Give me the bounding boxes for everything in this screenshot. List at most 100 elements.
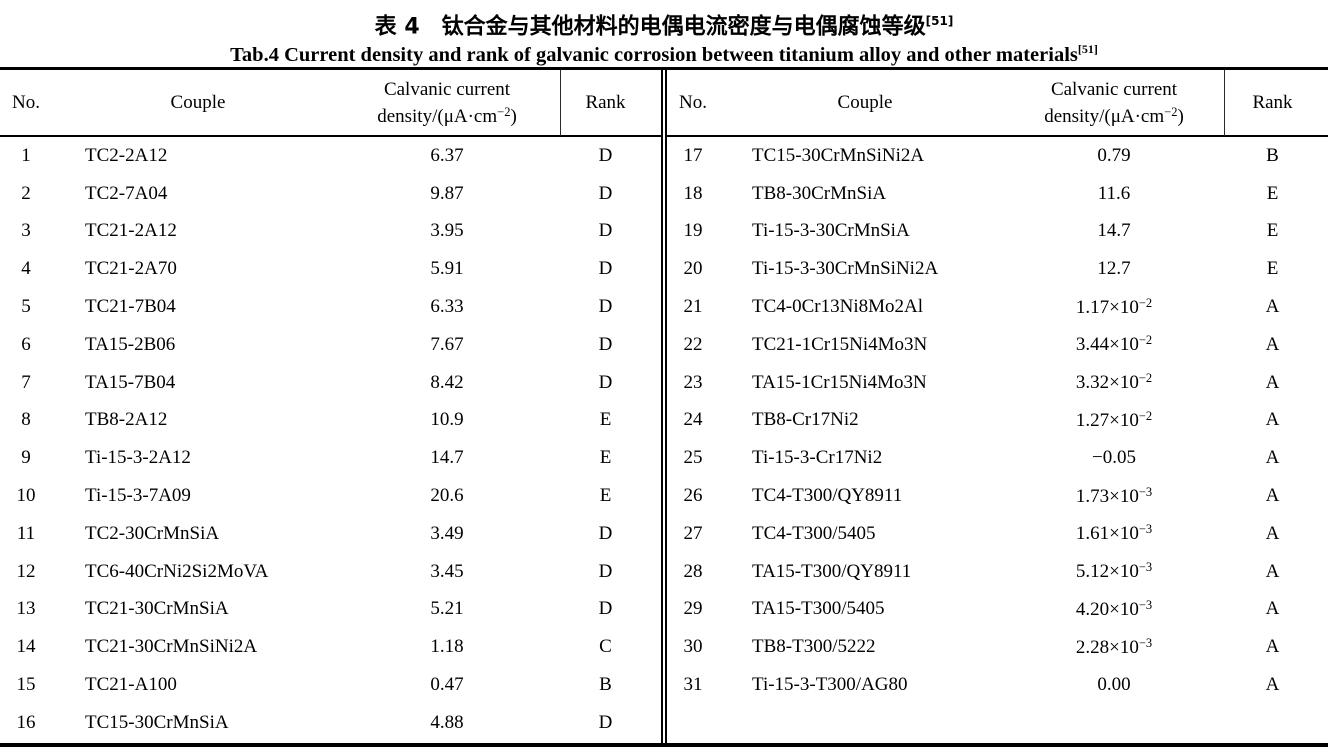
table-row: 14 TC21-30CrMnSiNi2A 1.18 C (0, 628, 661, 666)
corrosion-rank: E (599, 485, 612, 507)
current-density-value: 1.18 (430, 636, 464, 658)
table-row: 18 TB8-30CrMnSiA 11.6 E (667, 175, 1328, 213)
couple-name: TA15-1Cr15Ni4Mo3N (752, 371, 927, 393)
row-number: 8 (21, 409, 31, 431)
table-row: 22 TC21-1Cr15Ni4Mo3N 3.44×10−2 A (667, 326, 1328, 364)
current-density-value: 11.6 (1097, 182, 1131, 204)
couple-name: TC21-2A70 (85, 258, 177, 280)
current-density-value: 0.79 (1097, 144, 1131, 166)
corrosion-rank: A (1265, 333, 1280, 355)
table-row: 21 TC4-0Cr13Ni8Mo2Al 1.17×10−2 A (667, 288, 1328, 326)
current-density-value: 1.61×10−3 (1075, 522, 1153, 545)
row-number: 14 (16, 636, 36, 658)
table-row: 19 Ti-15-3-30CrMnSiA 14.7 E (667, 213, 1328, 251)
current-density-value: 3.45 (430, 560, 464, 582)
citation-ref-zh: [51] (925, 14, 954, 28)
table-row: 16 TC15-30CrMnSiA 4.88 D (0, 704, 661, 742)
row-number: 31 (683, 674, 703, 696)
table-row: 7 TA15-7B04 8.42 D (0, 364, 661, 402)
corrosion-rank: D (598, 220, 613, 242)
col-header-density: Calvanic current density/(μA·cm−2) (344, 70, 550, 137)
corrosion-rank: E (1266, 220, 1279, 242)
corrosion-rank: A (1265, 371, 1280, 393)
current-density-value: 5.12×10−3 (1075, 560, 1153, 583)
exponent: −2 (1138, 371, 1153, 386)
exponent: −2 (1138, 333, 1153, 348)
couple-name: TC4-0Cr13Ni8Mo2Al (752, 296, 923, 318)
table-row: 4 TC21-2A70 5.91 D (0, 250, 661, 288)
couple-name: TC15-30CrMnSiNi2A (752, 144, 925, 166)
current-density-value: 4.20×10−3 (1075, 597, 1153, 620)
corrosion-rank: D (598, 711, 613, 733)
row-number: 26 (683, 485, 703, 507)
current-density-value: 20.6 (430, 485, 464, 507)
couple-name: TC2-2A12 (85, 144, 168, 166)
row-number: 11 (16, 522, 36, 544)
current-density-value: 0.00 (1097, 674, 1131, 696)
header-row: No. Couple Calvanic current density/(μA·c… (0, 70, 661, 137)
header-column-rule-right (1224, 70, 1225, 136)
table-row: 27 TC4-T300/5405 1.61×10−3 A (667, 515, 1328, 553)
current-density-value: 5.21 (430, 598, 464, 620)
current-density-value: 8.42 (430, 371, 464, 393)
col-header-rank: Rank (550, 70, 661, 137)
table-row: 31 Ti-15-3-T300/AG80 0.00 A (667, 666, 1328, 704)
table-middle-divider (661, 70, 667, 743)
corrosion-rank: D (598, 333, 613, 355)
couple-name: TA15-2B06 (85, 333, 176, 355)
couple-name: TC4-T300/5405 (752, 522, 876, 544)
exponent: −2 (1138, 408, 1153, 423)
couple-name: TC21-30CrMnSiA (85, 598, 229, 620)
table-row: 6 TA15-2B06 7.67 D (0, 326, 661, 364)
row-number: 7 (21, 371, 31, 393)
table-row: 24 TB8-Cr17Ni2 1.27×10−2 A (667, 402, 1328, 440)
row-number: 22 (683, 333, 703, 355)
row-number: 27 (683, 522, 703, 544)
corrosion-rank: A (1265, 560, 1280, 582)
exponent: −3 (1138, 522, 1153, 537)
header-column-rule-left (560, 70, 561, 136)
table-body-left: 1 TC2-2A12 6.37 D 2 TC2-7A04 9.87 D 3 TC21-2A12 3.… (0, 136, 661, 742)
couple-name: TA15-T300/QY8911 (752, 560, 912, 582)
corrosion-rank: A (1265, 674, 1280, 696)
row-number: 30 (683, 636, 703, 658)
table-row: 20 Ti-15-3-30CrMnSiNi2A 12.7 E (667, 250, 1328, 288)
corrosion-rank: D (598, 522, 613, 544)
couple-name: TC6-40CrNi2Si2MoVA (85, 560, 269, 582)
row-number: 28 (683, 560, 703, 582)
couple-name: TC15-30CrMnSiA (85, 711, 229, 733)
row-number: 9 (21, 447, 31, 469)
couple-name: TB8-30CrMnSiA (752, 182, 887, 204)
exponent: −3 (1138, 484, 1153, 499)
couple-name: Ti-15-3-30CrMnSiNi2A (752, 258, 939, 280)
table-title-chinese: 表 4 钛合金与其他材料的电偶电流密度与电偶腐蚀等级[51] (0, 6, 1328, 39)
table-title-english: Tab.4 Current density and rank of galvan… (0, 37, 1328, 66)
corrosion-rank: D (598, 598, 613, 620)
density-header-exponent: −2 (497, 104, 511, 119)
exponent: −3 (1138, 597, 1153, 612)
density-header-line2: density/(μA·cm (1044, 105, 1165, 127)
row-number: 20 (683, 258, 703, 280)
current-density-value: 9.87 (430, 182, 464, 204)
current-density-value: 1.27×10−2 (1075, 408, 1153, 431)
couple-name: TA15-T300/5405 (752, 598, 885, 620)
corrosion-rank: A (1265, 485, 1280, 507)
current-density-value: 1.73×10−3 (1075, 484, 1153, 507)
table-row: 8 TB8-2A12 10.9 E (0, 402, 661, 440)
table-row: 15 TC21-A100 0.47 B (0, 666, 661, 704)
density-header-line1: Calvanic current (1050, 78, 1178, 100)
citation-ref-en: [51] (1077, 42, 1098, 56)
density-header-line2: density/(μA·cm (377, 105, 498, 127)
table-right: No. Couple Calvanic current density/(μA·c… (667, 70, 1328, 704)
galvanic-corrosion-table: No. Couple Calvanic current density/(μA·c… (0, 67, 1328, 747)
table-right-half: No. Couple Calvanic current density/(μA·c… (667, 70, 1328, 743)
table-row: 28 TA15-T300/QY8911 5.12×10−3 A (667, 553, 1328, 591)
col-header-no: No. (667, 70, 719, 137)
header-row: No. Couple Calvanic current density/(μA·c… (667, 70, 1328, 137)
current-density-value: 5.91 (430, 258, 464, 280)
row-number: 1 (21, 144, 31, 166)
current-density-value: 3.95 (430, 220, 464, 242)
table-row: 30 TB8-T300/5222 2.28×10−3 A (667, 628, 1328, 666)
current-density-value: 3.44×10−2 (1075, 333, 1153, 356)
exponent: −3 (1138, 560, 1153, 575)
